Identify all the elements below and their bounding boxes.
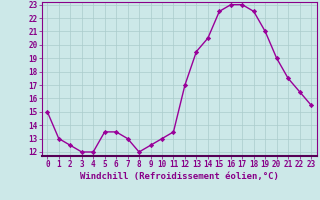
X-axis label: Windchill (Refroidissement éolien,°C): Windchill (Refroidissement éolien,°C) xyxy=(80,172,279,181)
